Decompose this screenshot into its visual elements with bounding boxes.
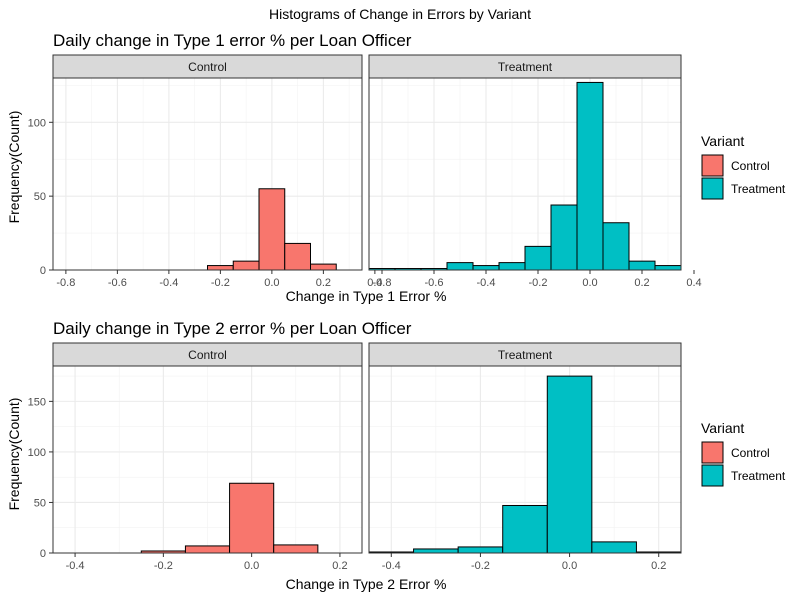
histogram-bar — [591, 541, 637, 554]
y-tick-label: 100 — [28, 447, 46, 459]
histogram-bar — [413, 548, 459, 554]
x-tick-label: 0.2 — [651, 560, 666, 572]
x-tick-label: 0.2 — [332, 560, 347, 572]
histogram-bar — [258, 188, 286, 271]
x-tick-label: 0.4 — [686, 277, 701, 289]
x-tick-label: 0.2 — [634, 277, 649, 289]
histogram-bar — [232, 260, 260, 271]
legend-title: Variant — [701, 420, 744, 436]
y-tick-label: 100 — [28, 117, 46, 129]
x-tick-label: 0.0 — [264, 277, 279, 289]
x-tick-label: 0.0 — [562, 560, 577, 572]
legend-label-control: Control — [731, 446, 770, 460]
legend-key-control — [701, 441, 724, 464]
histogram-bar — [524, 245, 552, 271]
facet-label: Control — [188, 348, 227, 362]
legend-label-treatment: Treatment — [731, 182, 786, 196]
x-tick-label: -0.4 — [66, 560, 85, 572]
legend-key-treatment — [701, 464, 724, 487]
panel-control: Control -0.4 -0.2 0.0 0.2 0 50 100 150 — [28, 342, 363, 572]
y-tick-label: 50 — [34, 191, 46, 203]
histogram-bar — [576, 81, 604, 271]
panel-treatment: Treatment -0.4 -0.2 0.0 0.2 — [368, 342, 682, 572]
x-tick-label: -0.4 — [159, 277, 178, 289]
histogram-bar — [628, 260, 656, 271]
histogram-bar — [310, 263, 337, 271]
chart-2: Daily change in Type 2 error % per Loan … — [6, 319, 786, 592]
histogram-bar — [184, 545, 231, 554]
legend-key-treatment — [701, 177, 724, 200]
panel-control: Control -0.8 -0.6 -0.4 -0.2 0.0 0.2 0.4 0 50 100 — [28, 54, 383, 289]
histogram-bar — [207, 265, 234, 271]
histogram-bar — [546, 375, 593, 554]
figure-title: Histograms of Change in Errors by Varian… — [269, 6, 531, 22]
x-tick-label: 0.0 — [582, 277, 597, 289]
histogram-bar — [446, 262, 474, 271]
x-tick-label: 0.0 — [244, 560, 259, 572]
y-tick-label: 50 — [34, 497, 46, 509]
panel-border — [368, 77, 682, 271]
facet-label: Control — [188, 60, 227, 74]
legend-label-control: Control — [731, 159, 770, 173]
facet-label: Treatment — [498, 60, 553, 74]
x-axis-title: Change in Type 1 Error % — [286, 288, 447, 304]
panel-border — [52, 77, 363, 271]
plots-layer: Daily change in Type 1 error % per Loan … — [6, 31, 786, 592]
legend: Variant Control Treatment — [701, 420, 786, 487]
y-axis-title: Frequency(Count) — [6, 398, 22, 511]
y-axis-title: Frequency(Count) — [6, 111, 22, 224]
x-tick-label: 0.4 — [367, 277, 382, 289]
x-tick-label: -0.4 — [382, 560, 401, 572]
x-tick-label: -0.8 — [373, 277, 392, 289]
legend: Variant Control Treatment — [701, 133, 786, 200]
x-tick-label: 0.2 — [316, 277, 331, 289]
x-tick-label: -0.6 — [108, 277, 127, 289]
panel-background — [53, 78, 362, 270]
y-tick-label: 0 — [40, 265, 46, 277]
panel-border — [368, 365, 682, 554]
chart-1: Daily change in Type 1 error % per Loan … — [6, 31, 786, 304]
histogram-bar — [550, 204, 578, 271]
chart-title: Daily change in Type 2 error % per Loan … — [53, 319, 412, 338]
x-tick-label: -0.6 — [425, 277, 444, 289]
legend-label-treatment: Treatment — [731, 469, 786, 483]
x-tick-label: -0.2 — [471, 560, 490, 572]
histogram-bar — [273, 544, 319, 554]
histogram-bar — [602, 222, 630, 271]
x-tick-label: -0.2 — [154, 560, 173, 572]
legend-key-control — [701, 154, 724, 177]
histogram-bar — [654, 265, 682, 271]
x-tick-label: -0.4 — [477, 277, 496, 289]
panel-border — [52, 365, 363, 554]
y-tick-label: 150 — [28, 396, 46, 408]
chart-title: Daily change in Type 1 error % per Loan … — [53, 31, 412, 50]
x-axis-title: Change in Type 2 Error % — [286, 576, 447, 592]
x-tick-label: -0.8 — [56, 277, 75, 289]
x-tick-label: -0.2 — [211, 277, 230, 289]
histogram-bar — [457, 546, 504, 554]
histogram-bar — [229, 482, 275, 554]
legend-title: Variant — [701, 133, 744, 149]
facet-label: Treatment — [498, 348, 553, 362]
x-tick-label: -0.2 — [529, 277, 548, 289]
histogram-bar — [472, 265, 500, 271]
y-tick-label: 0 — [40, 548, 46, 560]
histogram-bar — [284, 242, 311, 271]
panel-treatment: Treatment -0.8 -0.6 -0.4 -0.2 0.0 0.2 0.4 — [368, 54, 702, 289]
panel-background — [369, 78, 681, 270]
histogram-bar — [502, 504, 548, 554]
histogram-bar — [498, 262, 526, 271]
